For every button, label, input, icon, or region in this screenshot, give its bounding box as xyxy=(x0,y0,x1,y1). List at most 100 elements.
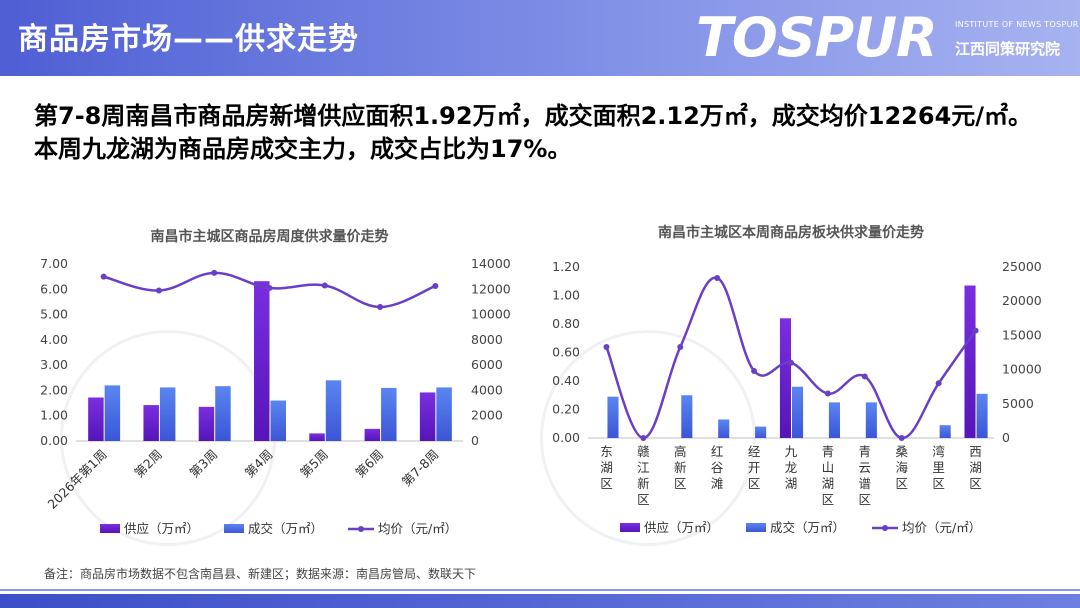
legend-deal-label: 成交（万㎡） xyxy=(770,520,845,535)
header-banner: 商品房市场——供求走势 TOSPUR INSTITUTE OF NEWS TOS… xyxy=(0,0,1080,76)
deal-bar xyxy=(828,402,840,438)
right-axis-tick-label: 10000 xyxy=(1002,362,1042,377)
x-axis-label-char: 区 xyxy=(932,476,945,491)
x-axis-label-char: 赣 xyxy=(637,444,650,459)
x-axis-label-char: 区 xyxy=(748,476,761,491)
left-axis-tick-label: 0.40 xyxy=(552,373,580,388)
price-point xyxy=(714,274,721,281)
x-axis-category-label: 青山湖区 xyxy=(822,444,835,507)
x-axis-category-label: 西湖区 xyxy=(969,444,982,491)
supply-bar xyxy=(309,433,325,441)
price-point xyxy=(100,273,107,280)
weekly-supply-demand-chart: 南昌市主城区商品房周度供求量价走势 0.00 1.00 2.00 3.00 4.00 5.0… xyxy=(40,228,511,536)
x-axis-label-char: 青 xyxy=(822,444,835,459)
supply-bar xyxy=(198,406,215,441)
x-axis-label-char: 江 xyxy=(637,460,650,475)
bottom-divider xyxy=(0,589,1080,591)
price-point xyxy=(155,287,162,294)
x-axis-label-char: 高 xyxy=(674,444,687,459)
price-point xyxy=(861,373,868,380)
x-axis-label-char: 云 xyxy=(859,460,872,475)
left-axis-tick-label: 2.00 xyxy=(40,382,68,397)
x-axis-label-char: 经 xyxy=(748,444,761,459)
x-axis-label-char: 湖 xyxy=(969,460,982,475)
chart-title: 南昌市主城区本周商品房板块供求量价走势 xyxy=(658,224,924,241)
x-axis-label-char: 海 xyxy=(895,460,908,475)
x-axis-label-char: 区 xyxy=(822,492,835,507)
headline-summary: 第7-8周南昌市商品房新增供应面积1.92万㎡，成交面积2.12万㎡，成交均价1… xyxy=(34,102,1033,163)
x-axis-label-char: 开 xyxy=(748,460,761,475)
legend-price-marker xyxy=(882,525,888,531)
x-axis-label-char: 区 xyxy=(895,476,908,491)
price-point xyxy=(211,269,218,276)
x-axis-category-label: 红谷滩 xyxy=(711,444,724,491)
right-axis-tick-label: 6000 xyxy=(471,357,503,372)
x-axis-label-char: 区 xyxy=(674,476,687,491)
price-point xyxy=(751,367,758,374)
legend-deal-swatch xyxy=(746,523,766,532)
x-axis-category-label: 湾里区 xyxy=(932,444,945,491)
chart-title: 南昌市主城区商品房周度供求量价走势 xyxy=(151,228,389,245)
bottom-bar xyxy=(0,594,1080,608)
x-axis-category-label: 桑海区 xyxy=(895,444,908,491)
district-supply-demand-chart: 南昌市主城区本周商品房板块供求量价走势 0.00 0.20 0.40 0.60 0.80 1… xyxy=(552,224,1042,535)
left-axis-tick-label: 4.00 xyxy=(40,332,68,347)
x-axis-category-label: 第2周 xyxy=(131,447,165,481)
left-axis-tick-label: 7.00 xyxy=(40,256,68,271)
brand-subtitle-cn: 江西同策研究院 xyxy=(955,40,1061,58)
deal-bar xyxy=(325,380,342,441)
deal-bar xyxy=(755,426,767,438)
supply-bar xyxy=(964,285,976,438)
price-point xyxy=(935,380,942,387)
left-axis-tick-label: 0.20 xyxy=(552,402,580,417)
x-axis-label-char: 西 xyxy=(969,444,982,459)
x-axis-category-label: 第6周 xyxy=(352,447,386,481)
price-line xyxy=(605,276,977,440)
deal-bar xyxy=(215,386,231,441)
x-axis-category-label: 高新区 xyxy=(674,444,687,491)
brand-logo-text: TOSPUR xyxy=(696,6,938,69)
left-axis-tick-label: 5.00 xyxy=(40,307,68,322)
x-axis-category-label: 东湖区 xyxy=(600,444,613,491)
x-axis-label-char: 东 xyxy=(600,444,613,459)
page-title: 商品房市场——供求走势 xyxy=(18,22,359,57)
right-axis-tick-label: 8000 xyxy=(471,332,503,347)
x-axis-label-char: 谷 xyxy=(711,460,724,475)
x-axis-label-char: 湖 xyxy=(822,476,835,491)
deal-bar xyxy=(792,386,804,438)
left-axis-tick-label: 0.00 xyxy=(40,433,68,448)
x-axis-label-char: 谱 xyxy=(859,476,872,491)
supply-bar xyxy=(364,428,381,441)
price-point xyxy=(677,344,684,351)
left-axis-tick-label: 0.00 xyxy=(552,430,580,445)
deal-bar xyxy=(104,385,121,441)
left-axis-tick-label: 1.00 xyxy=(552,288,580,303)
right-axis-tick-label: 14000 xyxy=(471,256,511,271)
x-axis-category-label: 九龙湖 xyxy=(785,444,798,491)
left-axis-tick-label: 1.00 xyxy=(40,408,68,423)
supply-bar xyxy=(779,318,791,438)
legend-supply-swatch xyxy=(100,524,120,533)
price-point xyxy=(432,282,439,289)
deal-bar xyxy=(270,400,286,441)
right-axis-tick-label: 12000 xyxy=(471,281,511,296)
x-axis-label-char: 滩 xyxy=(711,476,724,491)
x-axis-label-char: 区 xyxy=(859,492,872,507)
x-axis-label-char: 桑 xyxy=(895,444,908,459)
deal-bar xyxy=(718,419,730,438)
x-axis-category-label: 第3周 xyxy=(186,447,220,481)
legend-price-label: 均价（元/㎡） xyxy=(378,521,457,536)
x-axis-label-char: 里 xyxy=(932,460,945,475)
left-axis-tick-label: 6.00 xyxy=(40,281,68,296)
legend-supply-label: 供应（万㎡） xyxy=(644,520,719,535)
x-axis-category-label: 青云谱区 xyxy=(859,444,872,507)
x-axis-label-char: 山 xyxy=(822,460,835,475)
legend-deal-swatch xyxy=(224,524,244,533)
x-axis-label-char: 龙 xyxy=(785,460,798,475)
x-axis-label-char: 区 xyxy=(969,476,982,491)
supply-bar xyxy=(88,397,104,441)
x-axis-label-char: 湖 xyxy=(600,460,613,475)
supply-bar xyxy=(143,405,159,441)
legend-supply-swatch xyxy=(620,523,640,532)
price-point xyxy=(603,344,610,351)
